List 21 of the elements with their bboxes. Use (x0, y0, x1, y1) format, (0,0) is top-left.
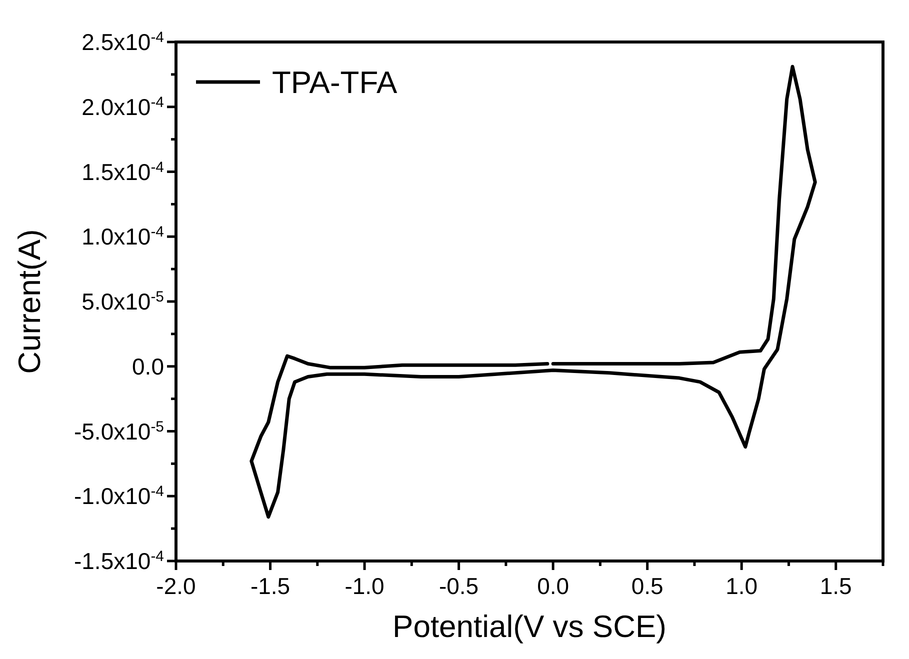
x-axis-title: Potential(V vs SCE) (392, 609, 666, 644)
x-tick-label: -0.5 (438, 573, 479, 599)
y-tick-label: 5.0x10$^{-5}$ (82, 288, 164, 314)
line-series (250, 64, 817, 519)
y-tick-label: 0.0 (132, 353, 164, 380)
x-tick-label: -1.5 (250, 573, 290, 599)
x-tick-label: 1.5 (820, 573, 852, 599)
y-tick-label: -5.0x10$^{-5}$ (74, 418, 164, 444)
y-tick-label: 1.0x10$^{-4}$ (82, 223, 164, 250)
y-tick-label: 2.0x10$^{-4}$ (82, 93, 164, 120)
y-tick-label: 1.5x10$^{-4}$ (82, 158, 164, 185)
y-tick-label: 2.5x10$^{-4}$ (82, 28, 164, 55)
y-axis-title: Current(A) (12, 229, 47, 374)
x-tick-label: 1.0 (726, 573, 758, 599)
x-tick-label: -1.0 (344, 573, 384, 599)
y-tick-label: -1.5x10$^{-4}$ (74, 548, 164, 574)
legend-label: TPA-TFA (272, 65, 398, 100)
x-tick-label: -2.0 (156, 573, 196, 599)
x-tick-label: 0.5 (631, 573, 664, 599)
x-tick-label: 0.0 (537, 573, 570, 599)
y-tick-label: -1.0x10$^{-4}$ (74, 482, 164, 510)
